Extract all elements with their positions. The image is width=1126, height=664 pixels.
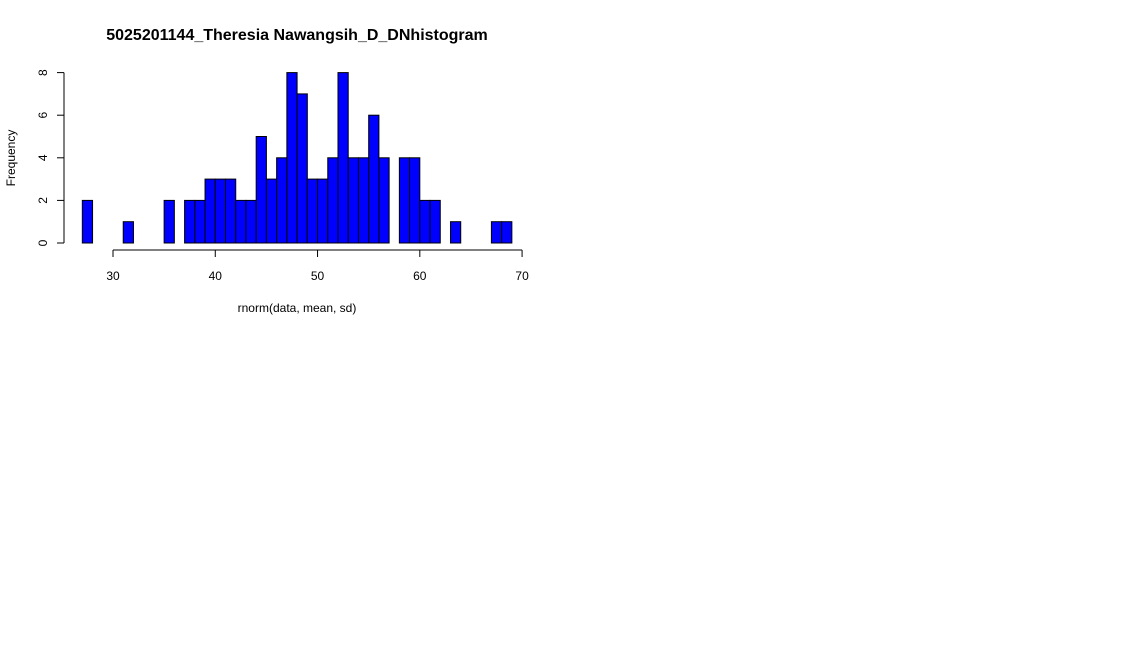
histogram-bars — [81, 72, 513, 244]
histogram-bar — [81, 199, 94, 244]
histogram-bar — [163, 199, 175, 244]
y-axis-label: Frequency — [4, 130, 18, 187]
histogram-bar — [449, 221, 462, 244]
histogram-bar — [398, 157, 411, 244]
histogram-bar — [296, 93, 308, 244]
histogram-bar — [194, 199, 206, 244]
histogram-bar — [255, 136, 267, 244]
y-tick-label: 8 — [36, 69, 50, 76]
histogram-bar — [429, 199, 441, 244]
x-tick-label: 50 — [311, 269, 325, 283]
chart-title: 5025201144_Theresia Nawangsih_D_DNhistog… — [106, 27, 488, 44]
x-tick-label: 30 — [106, 269, 120, 283]
histogram-bar — [306, 178, 319, 244]
histogram-bar — [378, 157, 390, 244]
histogram-bar — [286, 72, 298, 244]
histogram-bar — [214, 178, 227, 244]
histogram-bar — [184, 199, 196, 244]
y-axis: 0 2 4 6 8 — [36, 69, 65, 246]
x-axis: 30 40 50 60 70 — [106, 249, 529, 283]
x-axis-label: rnorm(data, mean, sd) — [238, 301, 357, 315]
histogram-bar — [245, 199, 257, 244]
histogram-bar — [490, 221, 503, 244]
histogram-bar — [327, 157, 339, 244]
histogram-bar — [501, 221, 513, 244]
histogram-bar — [225, 178, 237, 244]
histogram-bar — [337, 72, 349, 244]
y-tick-label: 4 — [36, 154, 50, 161]
histogram-bar — [317, 178, 329, 244]
histogram-bar — [409, 157, 421, 244]
x-tick-label: 60 — [413, 269, 427, 283]
y-tick-label: 6 — [36, 112, 50, 119]
histogram-bar — [357, 157, 370, 244]
histogram-bar — [419, 199, 431, 244]
y-tick-label: 2 — [36, 197, 50, 204]
histogram-bar — [235, 199, 247, 244]
histogram-bar — [276, 157, 288, 244]
y-tick-label: 0 — [36, 239, 50, 246]
histogram-bar — [368, 114, 380, 244]
histogram-bar — [122, 221, 134, 244]
histogram-bar — [204, 178, 216, 244]
histogram-bar — [347, 157, 359, 244]
x-tick-label: 70 — [515, 269, 529, 283]
x-tick-label: 40 — [209, 269, 223, 283]
histogram-bar — [265, 178, 278, 244]
